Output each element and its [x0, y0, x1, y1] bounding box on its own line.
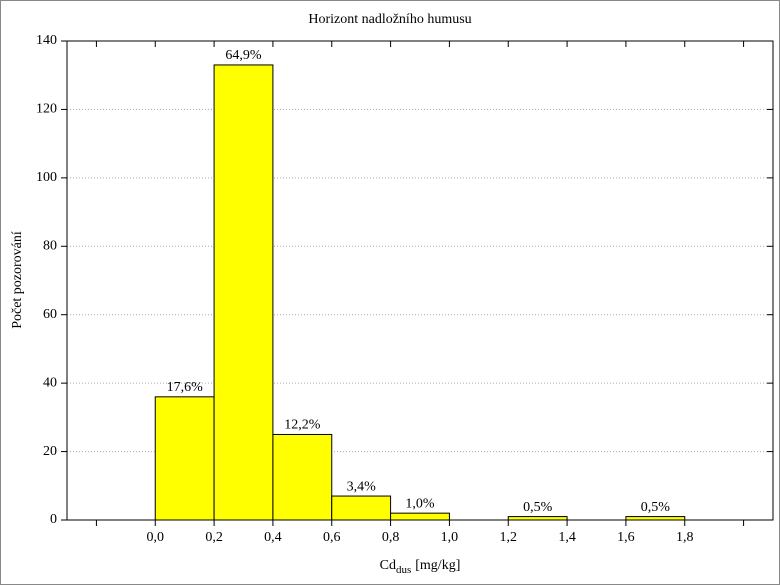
bar	[625, 516, 686, 521]
y-tick-label: 140	[36, 33, 57, 48]
bar-label: 0,5%	[523, 500, 553, 515]
x-tick-label: 1,6	[617, 530, 635, 545]
x-tick-label: 1,4	[558, 530, 576, 545]
x-axis-label-sub: dus	[396, 564, 411, 576]
bar-label: 0,5%	[641, 500, 671, 515]
y-tick-label: 80	[43, 239, 57, 254]
x-tick-label: 0,0	[147, 530, 165, 545]
x-tick-label: 0,6	[323, 530, 341, 545]
bar	[213, 64, 274, 521]
y-tick-label: 100	[36, 170, 57, 185]
bar-label: 12,2%	[284, 418, 321, 433]
bar-label: 17,6%	[167, 380, 204, 395]
x-tick-label: 1,2	[500, 530, 518, 545]
y-tick-label: 20	[43, 444, 57, 459]
bar	[390, 512, 450, 521]
y-tick-label: 0	[50, 512, 57, 527]
x-axis-label-main: Cd	[380, 558, 396, 573]
bar-label: 64,9%	[225, 48, 262, 63]
bar-label: 3,4%	[347, 479, 377, 494]
bar	[331, 495, 392, 521]
y-tick-label: 120	[36, 102, 57, 117]
y-axis-label: Počet pozorování	[10, 231, 25, 329]
bar	[507, 516, 568, 521]
x-axis-label: Cddus [mg/kg]	[380, 558, 461, 575]
y-tick-label: 60	[43, 307, 57, 322]
x-tick-label: 1,0	[441, 530, 459, 545]
bar-label: 1,0%	[405, 496, 435, 511]
bar	[154, 396, 215, 521]
chart-title: Horizont nadložního humusu	[308, 12, 471, 27]
x-tick-label: 0,2	[205, 530, 223, 545]
y-tick-label: 40	[43, 375, 57, 390]
plot-frame	[66, 40, 774, 521]
x-tick-label: 0,8	[382, 530, 400, 545]
x-tick-label: 0,4	[264, 530, 282, 545]
x-axis-label-unit: [mg/kg]	[415, 558, 460, 573]
bar	[272, 433, 333, 521]
x-tick-label: 1,8	[676, 530, 694, 545]
